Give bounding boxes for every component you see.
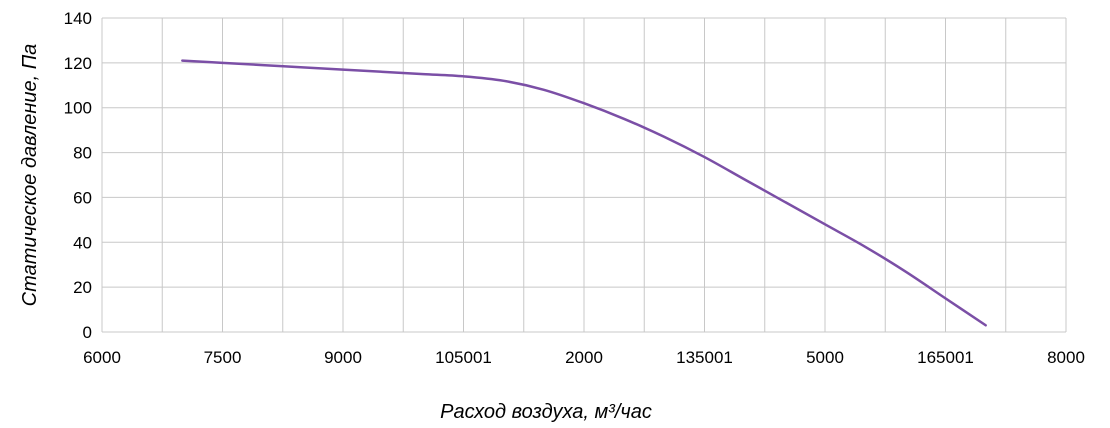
y-axis-title: Статическое давление, Па (19, 44, 41, 307)
vertical-grid (101, 18, 1067, 332)
x-axis-title: Расход воздуха, м³/час (440, 401, 652, 423)
y-axis-tick-labels: 0 20 40 60 80 100 120 140 (64, 9, 92, 342)
horizontal-grid (102, 17, 1066, 333)
x-tick-label: 7500 (204, 348, 242, 367)
x-tick-label: 5000 (806, 348, 844, 367)
x-tick-label: 9000 (324, 348, 362, 367)
x-tick-label: 8000 (1047, 348, 1085, 367)
y-tick-label: 60 (73, 188, 92, 207)
y-tick-label: 40 (73, 233, 92, 252)
series-line (181, 59, 987, 327)
x-tick-label: 105001 (435, 348, 492, 367)
y-tick-label: 100 (64, 99, 92, 118)
y-tick-label: 80 (73, 144, 92, 163)
series-layer (181, 59, 987, 327)
y-tick-label: 140 (64, 9, 92, 28)
x-tick-label: 2000 (565, 348, 603, 367)
x-tick-label: 6000 (83, 348, 121, 367)
y-tick-label: 120 (64, 54, 92, 73)
y-tick-label: 20 (73, 278, 92, 297)
x-tick-label: 135001 (676, 348, 733, 367)
y-tick-label: 0 (83, 323, 92, 342)
x-axis-tick-labels: 6000 7500 9000 105001 2000 135001 5000 165001 80… (83, 348, 1085, 367)
x-tick-label: 165001 (917, 348, 974, 367)
